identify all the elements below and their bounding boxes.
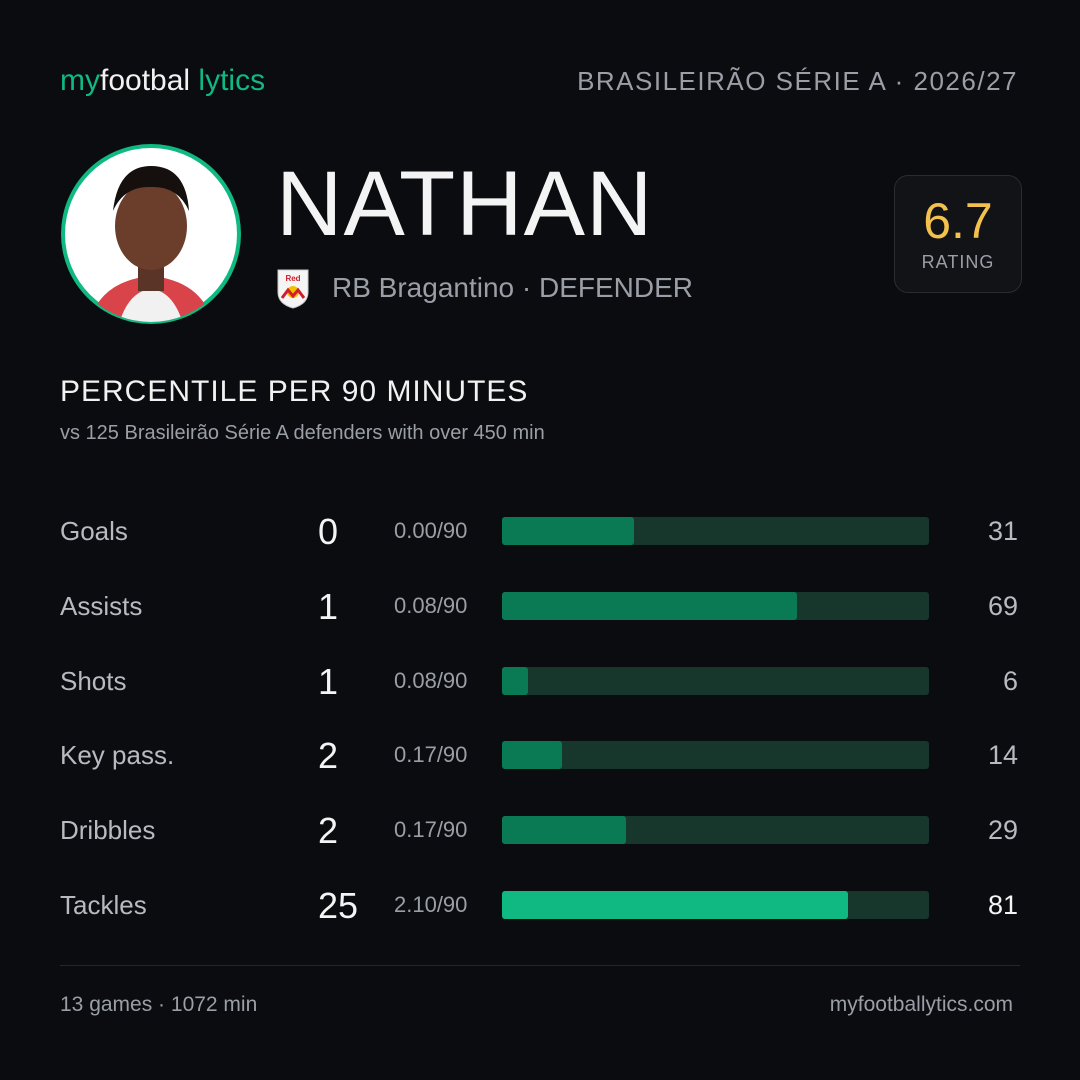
rating-label: RATING <box>921 252 995 272</box>
bar <box>502 816 626 845</box>
bar <box>502 591 797 620</box>
percentile-label: 69 <box>987 590 1018 621</box>
bar-track <box>502 741 929 770</box>
logo: myfootbal lytics <box>60 64 265 98</box>
logo-part: footbal <box>100 64 191 97</box>
stat-label: Tackles <box>60 890 147 920</box>
stat-total: 2 <box>318 810 339 852</box>
stat-per90: 2.10/90 <box>394 892 468 917</box>
bar <box>502 517 635 545</box>
percentile-label: 14 <box>987 740 1018 771</box>
section-title: PERCENTILE PER 90 MINUTES <box>60 375 529 408</box>
stat-per90: 0.08/90 <box>394 592 468 618</box>
stat-per90: 0.17/90 <box>394 817 468 843</box>
stat-total: 25 <box>318 885 359 926</box>
stat-per90: 0.17/90 <box>394 742 468 768</box>
logo-part: lytics <box>198 64 266 97</box>
logo-part: my <box>60 64 100 97</box>
stat-total: 1 <box>318 585 339 627</box>
footer-site: myfootballytics.com <box>829 993 1013 1016</box>
club: RB Bragantino <box>332 272 515 303</box>
league: BRASILEIRÃO SÉRIE A · 2026/27 <box>577 66 1018 96</box>
percentile-label: 31 <box>987 516 1018 546</box>
stat-label: Shots <box>60 665 127 696</box>
bar-track <box>502 666 929 695</box>
stat-total: 1 <box>318 660 339 702</box>
stat-label: Dribbles <box>60 815 156 846</box>
section-subtitle: vs 125 Brasileirão Série A defenders wit… <box>60 422 545 444</box>
rating: 6.7 <box>923 193 993 249</box>
stat-per90: 0.00/90 <box>394 518 468 543</box>
stat-total: 0 <box>318 511 339 552</box>
bar <box>502 741 562 770</box>
club-badge: Red <box>277 269 309 309</box>
percentile-label: 6 <box>1002 665 1018 696</box>
stat-label: Assists <box>60 590 143 621</box>
position: · DEFENDER <box>521 272 694 303</box>
divider <box>60 965 1020 966</box>
bar <box>502 666 528 695</box>
avatar <box>61 144 241 324</box>
svg-text:Red: Red <box>285 274 300 283</box>
stat-total: 2 <box>318 735 339 777</box>
stat-per90: 0.08/90 <box>394 667 468 693</box>
club-line: RB Bragantino · DEFENDER <box>332 272 693 304</box>
rating-box: 6.7 RATING <box>894 175 1022 293</box>
stat-label: Goals <box>60 516 128 546</box>
percentile-label: 81 <box>987 890 1018 920</box>
player-name: NATHAN <box>276 153 654 255</box>
bar <box>502 891 848 919</box>
footer-games: 13 games · 1072 min <box>60 993 258 1016</box>
stat-label: Key pass. <box>60 740 175 771</box>
percentile-label: 29 <box>987 815 1018 846</box>
